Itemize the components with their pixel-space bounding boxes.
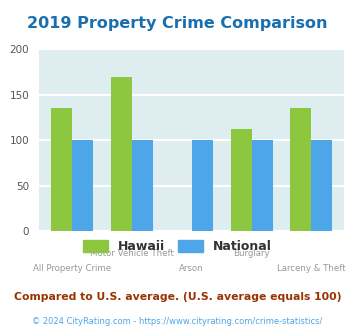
Bar [192, 140, 213, 231]
Bar [231, 129, 252, 231]
Legend: Hawaii, National: Hawaii, National [78, 235, 277, 258]
Text: Larceny & Theft: Larceny & Theft [277, 264, 346, 273]
Text: Compared to U.S. average. (U.S. average equals 100): Compared to U.S. average. (U.S. average … [14, 292, 341, 302]
Bar [72, 140, 93, 231]
Bar [290, 108, 311, 231]
Text: All Property Crime: All Property Crime [33, 264, 111, 273]
Text: Motor Vehicle Theft: Motor Vehicle Theft [90, 249, 174, 258]
Bar [311, 140, 332, 231]
Text: © 2024 CityRating.com - https://www.cityrating.com/crime-statistics/: © 2024 CityRating.com - https://www.city… [32, 317, 323, 326]
Text: 2019 Property Crime Comparison: 2019 Property Crime Comparison [27, 16, 328, 31]
Bar [132, 140, 153, 231]
Bar [252, 140, 273, 231]
Bar [51, 108, 72, 231]
Text: Arson: Arson [179, 264, 204, 273]
Text: Burglary: Burglary [233, 249, 270, 258]
Bar [111, 77, 132, 231]
